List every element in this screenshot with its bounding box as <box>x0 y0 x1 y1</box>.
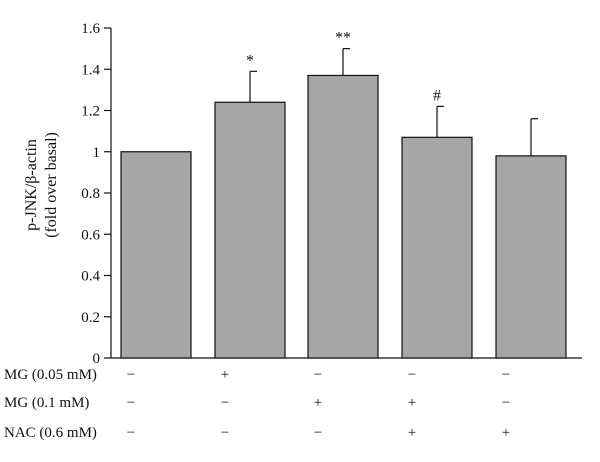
y-tick-label: 1.2 <box>81 104 100 120</box>
y-axis-title-line1: p-JNK/β-actin <box>23 139 40 231</box>
treatment-row-label: MG (0.05 mM) <box>4 367 97 383</box>
treatment-mark: − <box>502 395 510 411</box>
treatment-mark: − <box>314 367 322 383</box>
y-tick-label: 1 <box>93 145 101 161</box>
significance-mark: ** <box>335 30 351 47</box>
treatment-mark: − <box>408 367 416 383</box>
y-tick-label: 1.4 <box>81 62 100 78</box>
y-tick-label: 0 <box>93 351 101 367</box>
treatment-mark: + <box>314 395 322 411</box>
bar <box>214 101 286 359</box>
bar <box>120 151 192 359</box>
treatment-mark: + <box>221 367 229 383</box>
treatment-mark: − <box>221 425 229 441</box>
treatment-mark: + <box>408 395 416 411</box>
treatment-mark: − <box>127 367 135 383</box>
treatment-row-label: MG (0.1 mM) <box>4 395 89 411</box>
significance-mark: * <box>246 52 254 69</box>
y-tick-label: 0.6 <box>81 227 100 243</box>
treatment-mark: + <box>408 425 416 441</box>
treatment-mark: − <box>127 425 135 441</box>
treatment-mark: − <box>502 367 510 383</box>
bar <box>401 136 473 359</box>
bar <box>495 155 567 359</box>
treatment-mark: − <box>127 395 135 411</box>
y-axis-title: p-JNK/β-actin (fold over basal) <box>23 132 60 238</box>
y-tick-label: 0.2 <box>81 310 100 326</box>
treatment-mark: − <box>314 425 322 441</box>
y-tick-label: 1.6 <box>81 21 100 37</box>
y-axis-title-line2: (fold over basal) <box>43 132 60 238</box>
y-tick-label: 0.4 <box>81 269 100 285</box>
treatment-mark: + <box>502 425 510 441</box>
significance-mark: # <box>433 87 441 104</box>
treatment-mark: − <box>221 395 229 411</box>
y-tick-label: 0.8 <box>81 186 100 202</box>
treatment-row-label: NAC (0.6 mM) <box>4 425 97 441</box>
bar <box>307 74 379 359</box>
